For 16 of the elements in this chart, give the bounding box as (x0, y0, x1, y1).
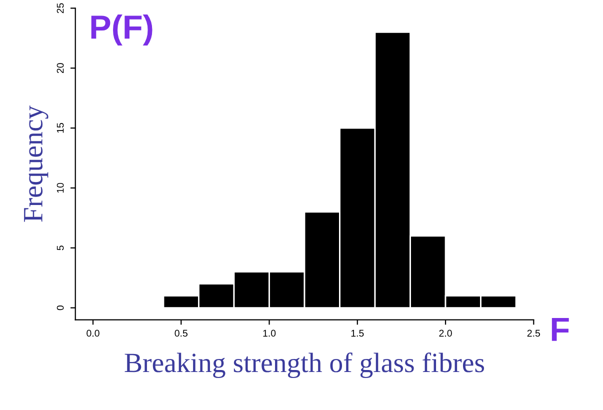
y-tick-label: 15 (56, 123, 64, 133)
x-tick-label: 0.0 (86, 330, 100, 337)
x-tick-label: 0.5 (174, 330, 188, 337)
y-tick-label: 10 (56, 182, 64, 193)
x-tick-label: 2.0 (439, 330, 452, 337)
y-tick-label: 25 (56, 3, 64, 14)
x-tick-label: 1.5 (351, 330, 364, 337)
text: F (552, 318, 569, 341)
y-tick-label: 5 (56, 246, 64, 250)
y-axis-title: Frequency (24, 105, 48, 222)
x-tick-label: 1.0 (263, 330, 276, 337)
y-tick-label: 0 (56, 305, 64, 310)
annotation: P(F) (91, 14, 152, 46)
x-tick-label: 2.5 (527, 330, 540, 337)
x-axis-title: Breaking strength of glass fibres (124, 352, 484, 378)
y-tick-label: 20 (56, 63, 64, 74)
